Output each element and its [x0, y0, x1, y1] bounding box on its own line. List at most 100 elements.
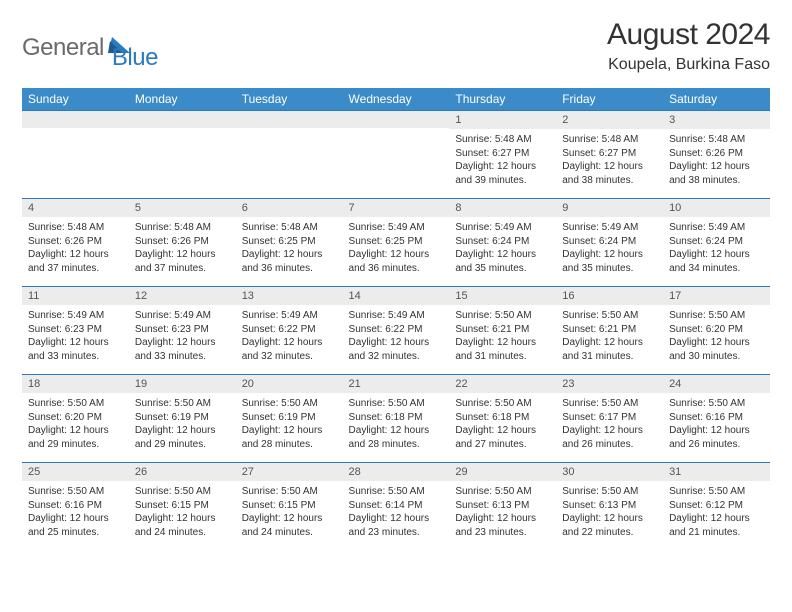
sunset-text: Sunset: 6:21 PM [455, 323, 550, 337]
sunrise-text: Sunrise: 5:50 AM [135, 485, 230, 499]
daylight-text: Daylight: 12 hours and 21 minutes. [669, 512, 764, 539]
sunset-text: Sunset: 6:20 PM [28, 411, 123, 425]
sunset-text: Sunset: 6:26 PM [669, 147, 764, 161]
header: General Blue August 2024 Koupela, Burkin… [22, 18, 770, 74]
calendar-day-cell: 17Sunrise: 5:50 AMSunset: 6:20 PMDayligh… [663, 287, 770, 375]
daylight-text: Daylight: 12 hours and 23 minutes. [455, 512, 550, 539]
calendar-day-cell: 18Sunrise: 5:50 AMSunset: 6:20 PMDayligh… [22, 375, 129, 463]
day-number: 8 [449, 199, 556, 217]
daylight-text: Daylight: 12 hours and 25 minutes. [28, 512, 123, 539]
day-number: 31 [663, 463, 770, 481]
sunrise-text: Sunrise: 5:50 AM [455, 397, 550, 411]
sunset-text: Sunset: 6:16 PM [28, 499, 123, 513]
sunrise-text: Sunrise: 5:50 AM [669, 397, 764, 411]
day-number: 10 [663, 199, 770, 217]
day-number: 23 [556, 375, 663, 393]
sunrise-text: Sunrise: 5:50 AM [135, 397, 230, 411]
calendar-week-row: 25Sunrise: 5:50 AMSunset: 6:16 PMDayligh… [22, 463, 770, 551]
day-number: 5 [129, 199, 236, 217]
day-number: 29 [449, 463, 556, 481]
sunrise-text: Sunrise: 5:49 AM [455, 221, 550, 235]
day-details: Sunrise: 5:49 AMSunset: 6:23 PMDaylight:… [129, 305, 236, 369]
day-details: Sunrise: 5:50 AMSunset: 6:19 PMDaylight:… [129, 393, 236, 457]
sunrise-text: Sunrise: 5:48 AM [28, 221, 123, 235]
sunrise-text: Sunrise: 5:50 AM [455, 485, 550, 499]
calendar-day-cell: 11Sunrise: 5:49 AMSunset: 6:23 PMDayligh… [22, 287, 129, 375]
sunset-text: Sunset: 6:18 PM [455, 411, 550, 425]
day-number: 14 [343, 287, 450, 305]
day-number: 16 [556, 287, 663, 305]
day-number: 4 [22, 199, 129, 217]
daylight-text: Daylight: 12 hours and 32 minutes. [349, 336, 444, 363]
sunset-text: Sunset: 6:19 PM [242, 411, 337, 425]
sunrise-text: Sunrise: 5:49 AM [562, 221, 657, 235]
calendar-day-cell: 4 Sunrise: 5:48 AMSunset: 6:26 PMDaylight… [22, 199, 129, 287]
calendar-day-cell: 8Sunrise: 5:49 AMSunset: 6:24 PMDaylight… [449, 199, 556, 287]
logo-text-left: General [22, 34, 104, 62]
sunrise-text: Sunrise: 5:49 AM [349, 221, 444, 235]
daylight-text: Daylight: 12 hours and 31 minutes. [562, 336, 657, 363]
calendar-day-cell [236, 111, 343, 199]
daylight-text: Daylight: 12 hours and 33 minutes. [135, 336, 230, 363]
calendar-day-cell: 10Sunrise: 5:49 AMSunset: 6:24 PMDayligh… [663, 199, 770, 287]
sunrise-text: Sunrise: 5:50 AM [242, 397, 337, 411]
daylight-text: Daylight: 12 hours and 37 minutes. [135, 248, 230, 275]
day-details: Sunrise: 5:50 AMSunset: 6:21 PMDaylight:… [556, 305, 663, 369]
day-details: Sunrise: 5:50 AMSunset: 6:18 PMDaylight:… [343, 393, 450, 457]
sunset-text: Sunset: 6:26 PM [28, 235, 123, 249]
sunset-text: Sunset: 6:21 PM [562, 323, 657, 337]
daylight-text: Daylight: 12 hours and 29 minutes. [135, 424, 230, 451]
daylight-text: Daylight: 12 hours and 26 minutes. [562, 424, 657, 451]
day-number: 1 [449, 111, 556, 129]
day-number: 28 [343, 463, 450, 481]
day-details: Sunrise: 5:50 AMSunset: 6:13 PMDaylight:… [449, 481, 556, 545]
sunset-text: Sunset: 6:20 PM [669, 323, 764, 337]
daylight-text: Daylight: 12 hours and 36 minutes. [242, 248, 337, 275]
sunset-text: Sunset: 6:12 PM [669, 499, 764, 513]
daylight-text: Daylight: 12 hours and 35 minutes. [562, 248, 657, 275]
calendar-day-cell: 16Sunrise: 5:50 AMSunset: 6:21 PMDayligh… [556, 287, 663, 375]
day-details: Sunrise: 5:48 AMSunset: 6:26 PMDaylight:… [663, 129, 770, 193]
calendar-day-cell: 31Sunrise: 5:50 AMSunset: 6:12 PMDayligh… [663, 463, 770, 551]
day-number: 25 [22, 463, 129, 481]
calendar-day-cell: 19Sunrise: 5:50 AMSunset: 6:19 PMDayligh… [129, 375, 236, 463]
calendar-day-cell: 3Sunrise: 5:48 AMSunset: 6:26 PMDaylight… [663, 111, 770, 199]
sunrise-text: Sunrise: 5:50 AM [349, 485, 444, 499]
sunset-text: Sunset: 6:14 PM [349, 499, 444, 513]
sunrise-text: Sunrise: 5:50 AM [28, 485, 123, 499]
daylight-text: Daylight: 12 hours and 37 minutes. [28, 248, 123, 275]
day-details: Sunrise: 5:50 AMSunset: 6:19 PMDaylight:… [236, 393, 343, 457]
sunrise-text: Sunrise: 5:50 AM [455, 309, 550, 323]
calendar-day-cell [129, 111, 236, 199]
day-details: Sunrise: 5:50 AMSunset: 6:20 PMDaylight:… [22, 393, 129, 457]
daylight-text: Daylight: 12 hours and 36 minutes. [349, 248, 444, 275]
sunrise-text: Sunrise: 5:50 AM [28, 397, 123, 411]
daylight-text: Daylight: 12 hours and 28 minutes. [242, 424, 337, 451]
sunrise-text: Sunrise: 5:50 AM [349, 397, 444, 411]
day-number: 24 [663, 375, 770, 393]
sunset-text: Sunset: 6:22 PM [349, 323, 444, 337]
sunrise-text: Sunrise: 5:50 AM [669, 309, 764, 323]
day-number [129, 111, 236, 128]
sunrise-text: Sunrise: 5:48 AM [455, 133, 550, 147]
weekday-header: Friday [556, 88, 663, 111]
day-details: Sunrise: 5:50 AMSunset: 6:16 PMDaylight:… [22, 481, 129, 545]
sunrise-text: Sunrise: 5:49 AM [28, 309, 123, 323]
daylight-text: Daylight: 12 hours and 32 minutes. [242, 336, 337, 363]
sunrise-text: Sunrise: 5:49 AM [349, 309, 444, 323]
day-number: 7 [343, 199, 450, 217]
logo-text-right: Blue [112, 44, 158, 72]
logo: General Blue [22, 18, 158, 72]
daylight-text: Daylight: 12 hours and 29 minutes. [28, 424, 123, 451]
sunrise-text: Sunrise: 5:50 AM [562, 309, 657, 323]
daylight-text: Daylight: 12 hours and 24 minutes. [135, 512, 230, 539]
sunset-text: Sunset: 6:23 PM [135, 323, 230, 337]
sunset-text: Sunset: 6:19 PM [135, 411, 230, 425]
day-details: Sunrise: 5:50 AMSunset: 6:18 PMDaylight:… [449, 393, 556, 457]
day-number: 20 [236, 375, 343, 393]
sunset-text: Sunset: 6:13 PM [562, 499, 657, 513]
weekday-header-row: Sunday Monday Tuesday Wednesday Thursday… [22, 88, 770, 111]
weekday-header: Sunday [22, 88, 129, 111]
day-number: 18 [22, 375, 129, 393]
calendar-day-cell: 13Sunrise: 5:49 AMSunset: 6:22 PMDayligh… [236, 287, 343, 375]
